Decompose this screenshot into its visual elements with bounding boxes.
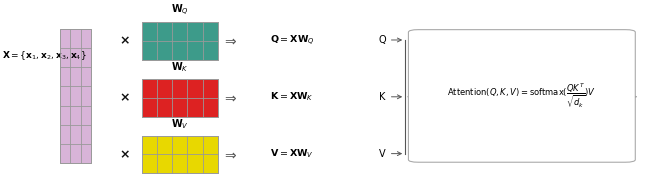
Text: $\mathbf{\times}$: $\mathbf{\times}$ — [119, 91, 130, 104]
FancyBboxPatch shape — [409, 30, 635, 162]
Text: V: V — [379, 149, 386, 159]
Text: K: K — [379, 92, 386, 102]
Bar — [142, 79, 217, 117]
Bar — [60, 29, 92, 163]
Text: $\Rightarrow$: $\Rightarrow$ — [221, 34, 237, 48]
Text: $\mathbf{K} = \mathbf{X}\mathbf{W}_K$: $\mathbf{K} = \mathbf{X}\mathbf{W}_K$ — [270, 90, 314, 103]
Bar — [142, 22, 217, 60]
Bar — [142, 22, 217, 60]
Text: $\mathbf{W}_K$: $\mathbf{W}_K$ — [171, 61, 188, 74]
Text: $\Rightarrow$: $\Rightarrow$ — [221, 91, 237, 105]
Text: $\Rightarrow$: $\Rightarrow$ — [221, 148, 237, 161]
Text: $\mathbf{X} = \{\mathbf{x}_1, \mathbf{x}_2, \mathbf{x}_3, \mathbf{x}_4\}$: $\mathbf{X} = \{\mathbf{x}_1, \mathbf{x}… — [2, 50, 87, 62]
Text: $\mathrm{Attention}(Q,K,V) = \mathrm{softmax}(\dfrac{QK^T}{\sqrt{d_k}})V$: $\mathrm{Attention}(Q,K,V) = \mathrm{sof… — [447, 82, 596, 110]
Bar — [60, 29, 92, 163]
Text: $\mathbf{W}_V$: $\mathbf{W}_V$ — [171, 117, 188, 131]
Text: Q: Q — [379, 35, 386, 45]
Bar — [142, 79, 217, 117]
Text: $\mathbf{\times}$: $\mathbf{\times}$ — [119, 34, 130, 47]
Text: $\mathbf{W}_Q$: $\mathbf{W}_Q$ — [171, 3, 188, 18]
Text: $\mathbf{Q} = \mathbf{X}\mathbf{W}_Q$: $\mathbf{Q} = \mathbf{X}\mathbf{W}_Q$ — [270, 33, 315, 47]
Text: $\mathbf{V} = \mathbf{X}\mathbf{W}_V$: $\mathbf{V} = \mathbf{X}\mathbf{W}_V$ — [270, 147, 314, 160]
Bar — [142, 136, 217, 173]
Bar — [142, 136, 217, 173]
Text: $\mathbf{\times}$: $\mathbf{\times}$ — [119, 148, 130, 161]
